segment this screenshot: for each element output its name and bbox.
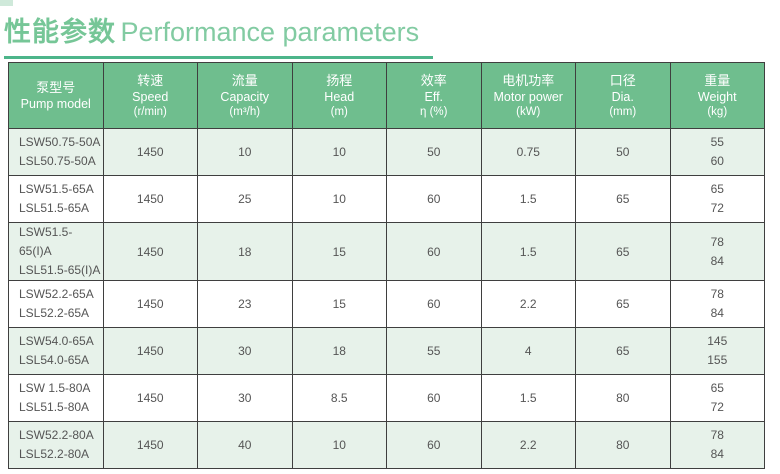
col-header-head: 扬程 Head (m): [291, 62, 387, 129]
page-title-chinese: 性能参数: [4, 17, 116, 47]
motor-power-cell: 2.2: [480, 421, 576, 469]
motor-power-cell: 4: [480, 327, 576, 375]
table-body: LSW50.75-50A LSL50.75-50A 1450 10 10 50 …: [8, 128, 765, 469]
table-row: LSW52.2-65A LSL52.2-65A 1450 23 15 60 2.…: [8, 280, 765, 328]
head-cell: 15: [291, 222, 387, 281]
speed-cell: 1450: [102, 175, 198, 223]
speed-cell: 1450: [102, 280, 198, 328]
capacity-cell: 40: [197, 421, 293, 469]
weight-cell: 55 60: [669, 128, 765, 176]
motor-power-cell: 0.75: [480, 128, 576, 176]
pump-model-cell: LSW 1.5-80A LSL51.5-80A: [8, 374, 104, 422]
col-header-motor-power: 电机功率 Motor power (kW): [480, 62, 576, 129]
weight-cell: 78 84: [669, 280, 765, 328]
efficiency-cell: 55: [386, 327, 482, 375]
col-header-capacity: 流量 Capacity (m³/h): [197, 62, 293, 129]
weight-cell: 65 72: [669, 175, 765, 223]
page-title: 性能参数 Performance parameters: [4, 6, 434, 59]
table-row: LSW52.2-80A LSL52.2-80A 1450 40 10 60 2.…: [8, 421, 765, 469]
head-cell: 10: [291, 421, 387, 469]
pump-model-cell: LSW51.5-65A LSL51.5-65A: [8, 175, 104, 223]
weight-cell: 65 72: [669, 374, 765, 422]
capacity-cell: 30: [197, 374, 293, 422]
pump-model-cell: LSW52.2-65A LSL52.2-65A: [8, 280, 104, 328]
diameter-cell: 65: [575, 222, 671, 281]
motor-power-cell: 2.2: [480, 280, 576, 328]
pump-model-cell: LSW52.2-80A LSL52.2-80A: [8, 421, 104, 469]
head-cell: 10: [291, 128, 387, 176]
pump-model-cell: LSW51.5-65(I)A LSL51.5-65(I)A: [8, 222, 104, 281]
capacity-cell: 18: [197, 222, 293, 281]
speed-cell: 1450: [102, 222, 198, 281]
speed-cell: 1450: [102, 327, 198, 375]
diameter-cell: 65: [575, 280, 671, 328]
capacity-cell: 10: [197, 128, 293, 176]
diameter-cell: 65: [575, 327, 671, 375]
speed-cell: 1450: [102, 128, 198, 176]
diameter-cell: 80: [575, 374, 671, 422]
table-row: LSW54.0-65A LSL54.0-65A 1450 30 18 55 4 …: [8, 327, 765, 375]
weight-cell: 78 84: [669, 222, 765, 281]
table-row: LSW50.75-50A LSL50.75-50A 1450 10 10 50 …: [8, 128, 765, 176]
speed-cell: 1450: [102, 421, 198, 469]
efficiency-cell: 50: [386, 128, 482, 176]
table-row: LSW 1.5-80A LSL51.5-80A 1450 30 8.5 60 1…: [8, 374, 765, 422]
weight-cell: 145 155: [669, 327, 765, 375]
efficiency-cell: 60: [386, 175, 482, 223]
diameter-cell: 65: [575, 175, 671, 223]
capacity-cell: 25: [197, 175, 293, 223]
head-cell: 8.5: [291, 374, 387, 422]
pump-model-cell: LSW54.0-65A LSL54.0-65A: [8, 327, 104, 375]
table-header: 泵型号 Pump model 转速 Speed (r/min) 流量 Capac…: [8, 62, 765, 129]
motor-power-cell: 1.5: [480, 374, 576, 422]
efficiency-cell: 60: [386, 421, 482, 469]
diameter-cell: 50: [575, 128, 671, 176]
table-row: LSW51.5-65A LSL51.5-65A 1450 25 10 60 1.…: [8, 175, 765, 223]
speed-cell: 1450: [102, 374, 198, 422]
efficiency-cell: 60: [386, 222, 482, 281]
weight-cell: 78 84: [669, 421, 765, 469]
head-cell: 10: [291, 175, 387, 223]
motor-power-cell: 1.5: [480, 222, 576, 281]
table-row: LSW51.5-65(I)A LSL51.5-65(I)A 1450 18 15…: [8, 222, 765, 281]
efficiency-cell: 60: [386, 280, 482, 328]
corner-accent-mark: [0, 0, 13, 6]
pump-model-cell: LSW50.75-50A LSL50.75-50A: [8, 128, 104, 176]
capacity-cell: 30: [197, 327, 293, 375]
head-cell: 15: [291, 280, 387, 328]
col-header-weight: 重量 Weight (kg): [669, 62, 765, 129]
efficiency-cell: 60: [386, 374, 482, 422]
col-header-speed: 转速 Speed (r/min): [102, 62, 198, 129]
page-title-english: Performance parameters: [120, 17, 420, 47]
col-header-efficiency: 效率 Eff. η (%): [386, 62, 482, 129]
capacity-cell: 23: [197, 280, 293, 328]
head-cell: 18: [291, 327, 387, 375]
diameter-cell: 80: [575, 421, 671, 469]
performance-parameters-table: 泵型号 Pump model 转速 Speed (r/min) 流量 Capac…: [8, 62, 765, 469]
col-header-diameter: 口径 Dia. (mm): [575, 62, 671, 129]
motor-power-cell: 1.5: [480, 175, 576, 223]
col-header-pump-model: 泵型号 Pump model: [8, 62, 104, 129]
